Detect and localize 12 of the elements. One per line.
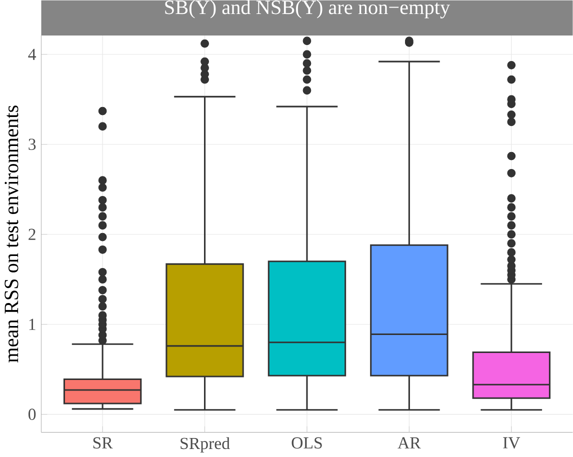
y-tick-label: 0 bbox=[28, 408, 36, 420]
y-tick-label: 2 bbox=[28, 228, 36, 240]
y-axis-title: mean RSS on test environments bbox=[4, 106, 18, 362]
x-tick-label: IV bbox=[503, 437, 520, 448]
x-tick-label: OLS bbox=[292, 437, 322, 448]
x-tick-label: SR bbox=[93, 437, 113, 448]
y-tick-label: 4 bbox=[28, 48, 36, 60]
y-tick-label: 1 bbox=[29, 318, 36, 330]
x-tick-label: SRpred bbox=[180, 437, 230, 452]
chart-title: SB(Y) and NSB(Y) are non−empty bbox=[165, 0, 450, 18]
y-tick-label: 3 bbox=[28, 138, 36, 150]
x-tick-label: AR bbox=[398, 437, 421, 448]
